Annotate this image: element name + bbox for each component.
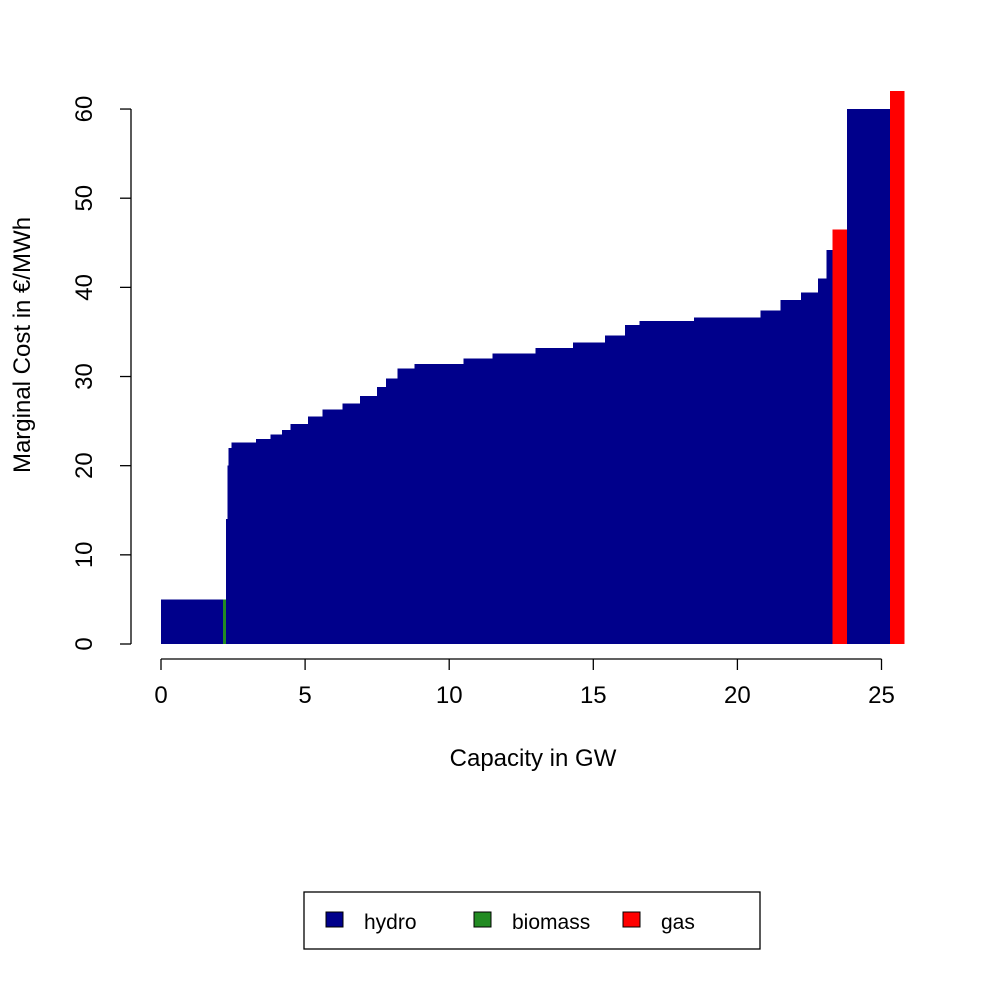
y-tick-label: 30 (71, 363, 98, 390)
hydro-bar-16 (414, 364, 464, 644)
hydro-bar-28 (818, 278, 827, 644)
legend-label-gas: gas (661, 911, 695, 934)
bars-layer (161, 91, 905, 645)
gas-bar-0 (832, 229, 847, 644)
x-tick-label: 0 (154, 682, 167, 709)
y-tick-label: 0 (71, 637, 98, 650)
hydro-bar-5 (256, 438, 271, 644)
y-axis-title: Marginal Cost in €/MWh (9, 217, 36, 473)
x-tick-label: 10 (436, 682, 463, 709)
biomass-bar-0 (222, 599, 226, 644)
hydro-bar-21 (604, 335, 626, 644)
legend-box (303, 891, 761, 950)
legend: hydro biomass gas (303, 891, 761, 950)
hydro-bar-1 (225, 519, 228, 644)
hydro-bar-4 (231, 442, 257, 644)
hydro-bar-27 (800, 292, 819, 644)
hydro-bar-18 (492, 353, 536, 644)
hydro-bar-19 (535, 347, 574, 644)
hydro-bar-7 (282, 430, 291, 644)
x-tick-label: 5 (298, 682, 311, 709)
legend-swatch-gas (622, 911, 641, 928)
x-tick-label: 15 (580, 682, 607, 709)
legend-swatch-biomass (473, 911, 492, 928)
hydro-bar-24 (694, 317, 761, 644)
y-tick-label: 50 (71, 185, 98, 212)
hydro-bar-22 (625, 324, 640, 644)
hydro-bar-14 (385, 378, 398, 644)
legend-label-hydro: hydro (364, 911, 417, 934)
hydro-bar-11 (342, 403, 360, 644)
hydro-bar-6 (270, 434, 283, 644)
hydro-bar-12 (359, 396, 378, 644)
legend-swatch-hydro (325, 911, 344, 928)
hydro-bar-15 (397, 368, 415, 644)
hydro-bar-8 (290, 423, 308, 644)
hydro-bar-30 (846, 109, 891, 645)
hydro-bar-29 (826, 249, 836, 645)
hydro-bar-2 (227, 465, 229, 644)
hydro-bar-20 (573, 342, 605, 644)
hydro-bar-23 (639, 321, 695, 644)
hydro-bar-0 (161, 599, 223, 644)
y-tick-label: 20 (71, 452, 98, 479)
hydro-bar-10 (322, 409, 343, 644)
gas-bar-1 (890, 91, 905, 644)
x-tick-label: 20 (724, 682, 751, 709)
hydro-bar-26 (780, 299, 801, 644)
hydro-bar-3 (228, 447, 232, 644)
y-tick-label: 60 (71, 96, 98, 123)
x-axis-title: Capacity in GW (450, 745, 617, 772)
hydro-bar-9 (307, 416, 323, 644)
legend-label-biomass: biomass (512, 911, 590, 934)
x-tick-label: 25 (868, 682, 895, 709)
hydro-bar-13 (377, 387, 386, 644)
axes-layer: 0 5 10 15 20 25 0 10 20 30 40 50 60 (71, 96, 895, 709)
hydro-bar-25 (760, 310, 781, 644)
y-tick-label: 40 (71, 274, 98, 301)
y-tick-label: 10 (71, 541, 98, 568)
hydro-bar-17 (463, 358, 493, 644)
